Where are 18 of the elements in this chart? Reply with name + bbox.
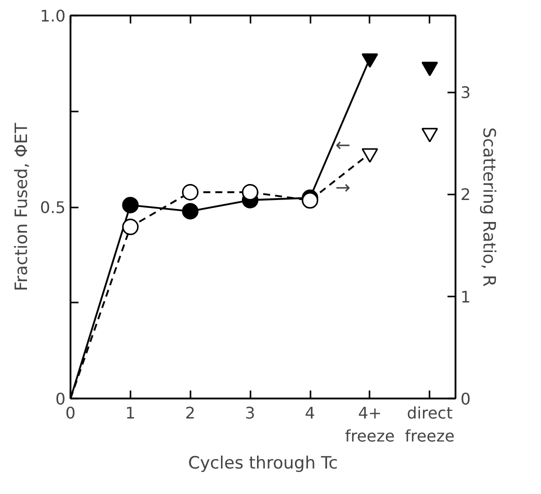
annotation: ← xyxy=(335,135,350,156)
x-axis-title: Cycles through Tc xyxy=(188,453,338,474)
y-axis-title: Fraction Fused, ΦET xyxy=(12,122,32,292)
x-tick-label: 3 xyxy=(245,404,256,422)
y2-tick-label: 2 xyxy=(460,185,471,204)
x-tick-label: 2 xyxy=(185,404,196,422)
y-tick-label: 0.5 xyxy=(40,198,66,217)
y2-tick-label: 0 xyxy=(460,390,471,408)
x-tick-label: 4 xyxy=(304,404,316,422)
y2-axis-title: Scattering Ratio, R xyxy=(478,127,499,287)
y2-tick-label: 3 xyxy=(460,83,471,102)
x-tick-label: 1 xyxy=(125,404,136,422)
annotation: → xyxy=(335,177,350,198)
x-tick-label: 4+ freeze xyxy=(344,404,395,446)
y2-tick-label: 1 xyxy=(460,287,471,306)
x-tick-label: direct freeze xyxy=(404,404,455,446)
y-tick-label: 0 xyxy=(55,390,66,408)
y-tick-label: 1.0 xyxy=(40,6,66,26)
